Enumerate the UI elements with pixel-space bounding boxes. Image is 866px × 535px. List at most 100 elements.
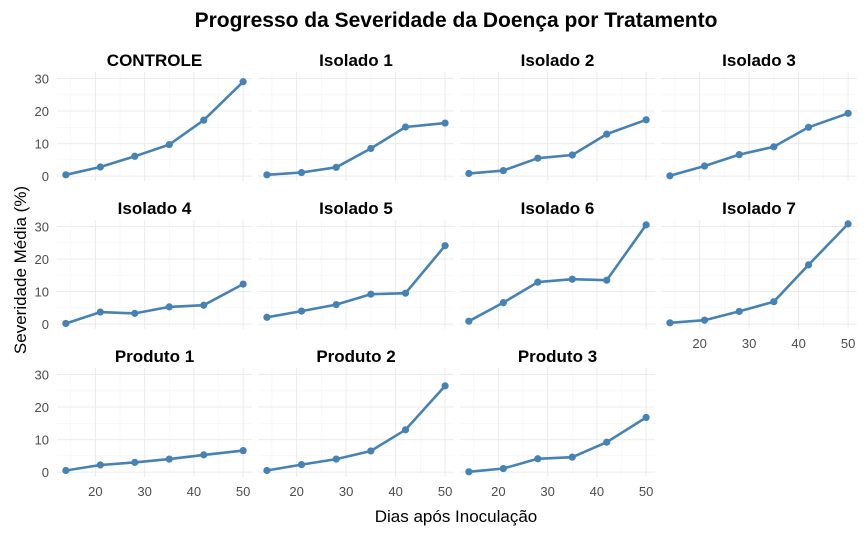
data-point [131, 152, 139, 160]
data-point [200, 116, 208, 124]
data-point [603, 130, 611, 138]
facet-isolado-6: Isolado 6 [460, 199, 655, 329]
facet-controle: CONTROLE 0 10 20 30 [35, 51, 252, 184]
series-line [266, 121, 446, 177]
data-point [441, 242, 449, 250]
x-tick-label: 40 [187, 484, 201, 499]
x-tick-label: 20 [692, 336, 706, 351]
data-point [666, 319, 674, 327]
facet-title: Isolado 4 [118, 199, 192, 218]
facet-produto-2: Produto 2 20 30 40 50 [258, 347, 454, 499]
data-point [534, 278, 542, 286]
data-point [297, 168, 306, 177]
data-point [735, 151, 743, 159]
data-point [465, 169, 473, 178]
data-point [770, 143, 778, 151]
data-point [131, 309, 139, 317]
x-tick-label: 20 [491, 484, 505, 499]
data-point [844, 109, 852, 117]
y-tick-label: 10 [35, 433, 49, 448]
series-line [266, 244, 447, 319]
data-point [200, 451, 208, 459]
x-tick-label: 50 [841, 336, 855, 351]
data-point [401, 123, 410, 131]
facet-panels: CONTROLE 0 10 20 30 Isolado 1 Isolado 2 Isolado… [35, 51, 857, 499]
facet-title: Isolado 3 [722, 51, 796, 70]
x-tick-label: 30 [742, 336, 756, 351]
y-tick-label: 30 [35, 220, 49, 235]
data-point [332, 163, 340, 171]
data-point [165, 140, 173, 149]
facet-title: Isolado 6 [521, 199, 595, 218]
y-tick-label: 10 [35, 137, 49, 152]
y-tick-label: 0 [42, 317, 49, 332]
data-point [465, 317, 473, 325]
facet-title: Produto 3 [518, 347, 597, 366]
data-point [367, 290, 375, 298]
y-axis-label: Severidade Média (%) [11, 186, 30, 354]
data-point [603, 438, 611, 446]
series-line [468, 224, 648, 323]
x-tick-label: 30 [137, 484, 151, 499]
data-point [568, 453, 576, 461]
x-tick-label: 50 [639, 484, 653, 499]
facet-title: Isolado 1 [319, 51, 393, 70]
data-point [700, 162, 709, 170]
facet-title: Produto 1 [115, 347, 194, 366]
data-point [96, 308, 104, 316]
data-point [239, 78, 247, 86]
data-point [131, 458, 139, 466]
x-tick-label: 50 [236, 484, 250, 499]
data-point [642, 116, 650, 124]
facet-isolado-4: Isolado 4 0 10 20 30 [35, 199, 252, 332]
data-point [499, 166, 507, 175]
series-line [65, 449, 244, 472]
data-point [700, 316, 709, 324]
x-tick-label: 40 [590, 484, 604, 499]
data-point [735, 307, 743, 316]
data-point [401, 289, 410, 297]
series-line [65, 282, 244, 325]
data-point [367, 447, 375, 455]
y-tick-label: 30 [35, 368, 49, 383]
facet-isolado-1: Isolado 1 [258, 51, 454, 181]
data-point [666, 172, 674, 180]
data-point [642, 413, 650, 422]
y-tick-label: 0 [42, 465, 49, 480]
data-point [770, 298, 778, 306]
facet-isolado-5: Isolado 5 [258, 199, 454, 329]
x-tick-label: 40 [388, 484, 402, 499]
data-point [804, 123, 813, 131]
data-point [441, 382, 449, 390]
data-point [465, 468, 473, 476]
y-tick-label: 20 [35, 252, 49, 267]
data-point [62, 466, 70, 475]
data-point [534, 154, 542, 162]
series-line [468, 416, 647, 474]
facet-title: Isolado 5 [319, 199, 393, 218]
facet-isolado-7: Isolado 7 20 30 40 50 [661, 199, 857, 351]
y-tick-label: 30 [35, 72, 49, 87]
x-tick-label: 20 [88, 484, 102, 499]
facet-title: Isolado 2 [521, 51, 595, 70]
series-line [266, 385, 447, 472]
data-point [62, 171, 70, 179]
data-point [499, 299, 507, 307]
x-tick-label: 40 [791, 336, 805, 351]
data-point [239, 447, 247, 455]
facet-produto-3: Produto 3 20 30 40 50 [460, 347, 655, 499]
data-point [263, 466, 271, 475]
data-point [499, 464, 507, 473]
x-tick-label: 50 [438, 484, 452, 499]
series-line [468, 118, 647, 175]
data-point [297, 461, 306, 469]
data-point [534, 455, 542, 463]
data-point [367, 144, 375, 153]
x-axis-label: Dias após Inoculação [375, 507, 538, 526]
facet-title: Isolado 7 [722, 199, 796, 218]
x-tick-label: 20 [289, 484, 303, 499]
data-point [603, 276, 611, 284]
data-point [165, 303, 173, 311]
data-point [165, 455, 173, 463]
